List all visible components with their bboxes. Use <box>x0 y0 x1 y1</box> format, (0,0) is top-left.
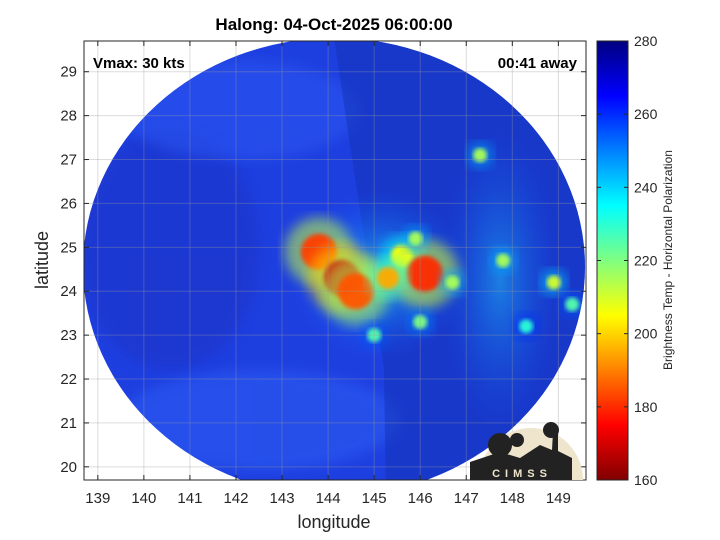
x-tick-label: 147 <box>454 490 479 507</box>
y-axis-ticks: 20 21 22 23 24 25 26 27 28 29 <box>60 64 586 476</box>
convection-features <box>284 141 585 349</box>
logo-dish <box>488 433 512 457</box>
convection-cell <box>546 275 561 290</box>
axes-box <box>83 40 587 481</box>
convection-cell <box>376 267 399 290</box>
convection-cell <box>413 314 428 329</box>
convection-cell <box>496 253 511 268</box>
outer-band-glow <box>440 130 560 430</box>
x-axis-label: longitude <box>297 512 370 532</box>
colorbar-label: Brightness Temp - Horizontal Polarizatio… <box>661 150 675 370</box>
y-tick-label: 26 <box>60 195 77 212</box>
y-tick-label: 21 <box>60 415 77 432</box>
swath-layer <box>84 41 585 480</box>
colorbar-tick-label: 160 <box>634 472 658 488</box>
x-tick-label: 141 <box>177 490 202 507</box>
y-tick-label: 27 <box>60 152 77 169</box>
x-tick-label: 143 <box>270 490 295 507</box>
x-tick-label: 144 <box>316 490 341 507</box>
x-tick-label: 142 <box>223 490 248 507</box>
swath-texture-west <box>84 130 260 370</box>
x-tick-label: 149 <box>546 490 571 507</box>
colorbar-tick-label: 180 <box>634 399 658 415</box>
logo-text: CIMSS <box>492 468 552 480</box>
y-tick-label: 22 <box>60 371 77 388</box>
y-tick-label: 20 <box>60 459 77 476</box>
logo-tower-top <box>543 422 559 438</box>
y-tick-label: 23 <box>60 327 77 344</box>
convection-cell <box>367 328 382 343</box>
time-away-annotation: 00:41 away <box>498 55 578 72</box>
x-axis-ticks: 139 140 141 142 143 144 145 146 147 148 149 <box>85 41 571 507</box>
convection-cell <box>473 148 488 163</box>
colorbar-tick-label: 260 <box>634 106 658 122</box>
vmax-annotation: Vmax: 30 kts <box>93 55 185 72</box>
swath-texture-south <box>120 370 400 470</box>
x-tick-label: 146 <box>408 490 433 507</box>
convection-cell <box>445 275 460 290</box>
colorbar <box>596 40 629 481</box>
x-tick-label: 148 <box>500 490 525 507</box>
x-tick-label: 140 <box>131 490 156 507</box>
colorbar-tick-label: 220 <box>634 253 658 269</box>
colorbar-ticks: 160 180 200 220 240 260 280 <box>597 33 658 488</box>
y-axis-label: latitude <box>32 231 52 289</box>
convection-cell <box>565 297 580 312</box>
logo-dish-2 <box>510 433 524 447</box>
convection-cell <box>406 255 443 292</box>
chart-title: Halong: 04-Oct-2025 06:00:00 <box>215 15 452 34</box>
convection-cell <box>337 273 374 310</box>
logo-band <box>472 465 572 480</box>
y-tick-label: 25 <box>60 239 77 256</box>
x-tick-label: 139 <box>85 490 110 507</box>
colorbar-tick-label: 280 <box>634 33 658 49</box>
colorbar-tick-label: 200 <box>634 326 658 342</box>
convection-cell <box>408 231 423 246</box>
convection-cell <box>519 319 534 334</box>
y-tick-label: 28 <box>60 108 77 125</box>
colorbar-tick-label: 240 <box>634 179 658 195</box>
gridlines <box>84 41 586 480</box>
cimss-logo: CIMSS <box>470 422 583 480</box>
y-tick-label: 29 <box>60 64 77 81</box>
x-tick-label: 145 <box>362 490 387 507</box>
y-tick-label: 24 <box>60 283 77 300</box>
